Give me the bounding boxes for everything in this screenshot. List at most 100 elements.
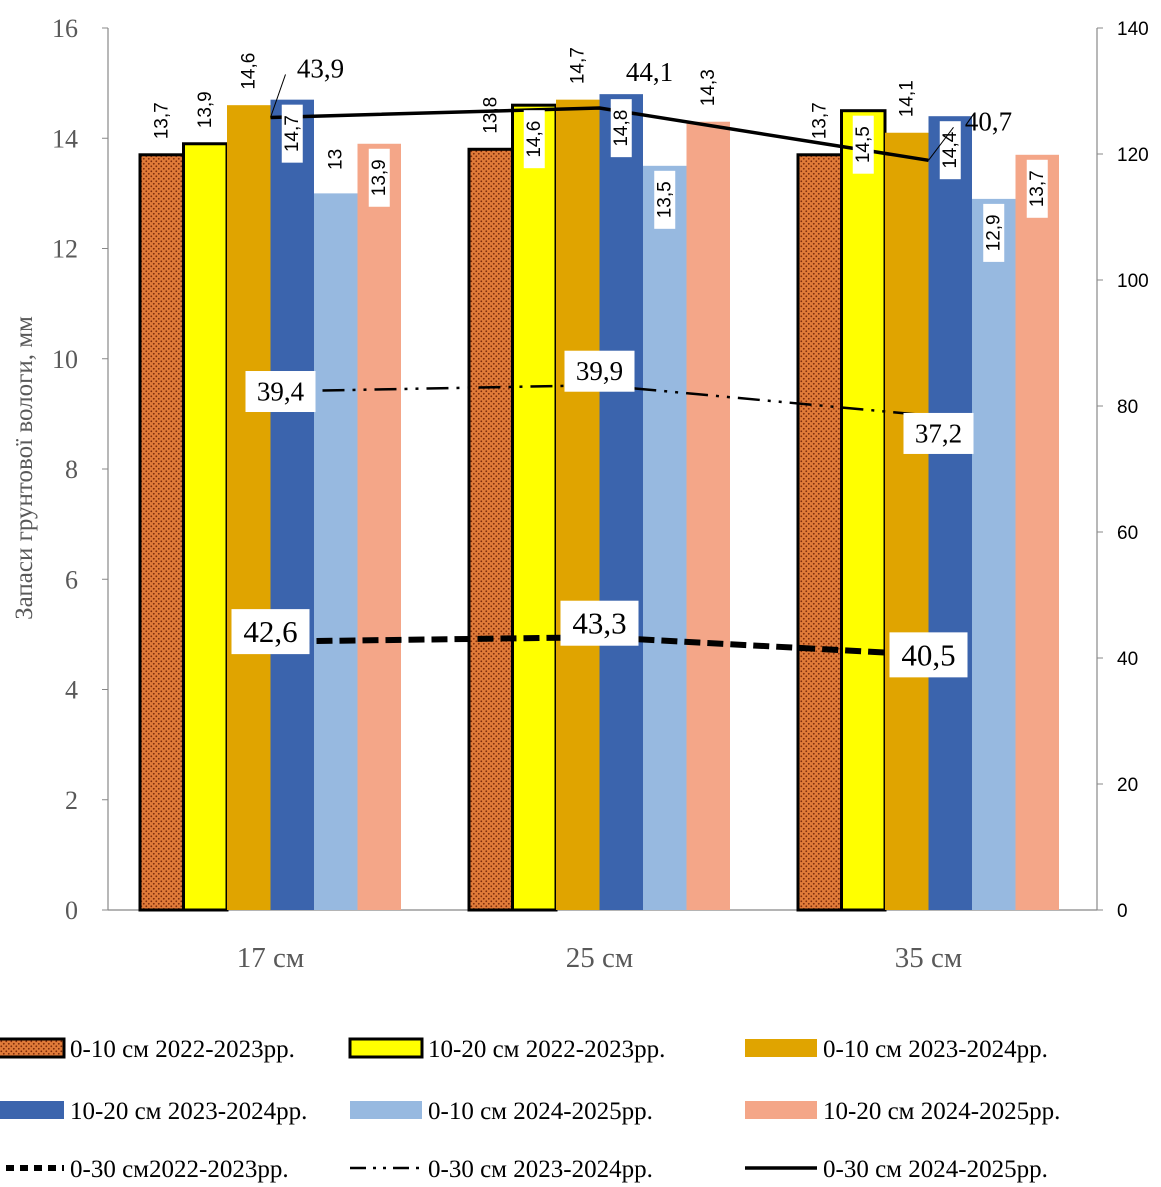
legend-label: 10-20 см 2024-2025рр. xyxy=(823,1098,1060,1125)
bar-data-label: 14,6 xyxy=(524,121,545,158)
bar-data-label: 14,7 xyxy=(282,115,303,152)
line-label-box xyxy=(903,412,974,454)
line-label-box xyxy=(231,609,310,655)
bar xyxy=(556,99,600,911)
bar xyxy=(138,153,185,912)
y2-tick-label: 80 xyxy=(1117,397,1138,418)
bar-label-box xyxy=(852,115,874,174)
leader-line xyxy=(270,74,286,118)
y2-tick-label: 100 xyxy=(1117,271,1149,292)
line-data-label: 40,7 xyxy=(965,106,1012,136)
bar-data-label: 14,7 xyxy=(567,47,588,84)
bar-data-label: 13 xyxy=(325,149,346,170)
bar-label-box xyxy=(368,148,390,207)
bar xyxy=(1015,154,1059,911)
line-data-label: 39,9 xyxy=(576,356,623,386)
axes: 0 2 4 6 8 10 12 14 16 0 20 40 60 80 100 120 140 17 см 25 с… xyxy=(52,14,1149,974)
bar-data-label: 13,7 xyxy=(809,102,830,139)
legend-swatch xyxy=(745,1101,817,1119)
y-tick-label: 4 xyxy=(65,676,78,705)
bar-data-label: 13,5 xyxy=(654,181,675,218)
y-tick-label: 14 xyxy=(52,124,78,153)
legend-label: 0-10 см 2024-2025рр. xyxy=(428,1098,653,1125)
x-tick-label: 25 см xyxy=(566,942,633,974)
line-label-box xyxy=(245,371,316,413)
bar xyxy=(357,143,401,910)
x-tick-label: 35 см xyxy=(895,942,962,974)
y2-tick-label: 120 xyxy=(1117,145,1149,166)
bar xyxy=(182,142,229,912)
bar-data-label: 13,8 xyxy=(480,97,501,134)
line-data-label: 43,9 xyxy=(297,53,344,83)
legend-label: 0-10 см 2022-2023рр. xyxy=(70,1036,295,1063)
line-data-label: 40,5 xyxy=(901,637,955,672)
bar-label-box xyxy=(610,99,632,158)
bar-data-label: 14,5 xyxy=(853,126,874,163)
bar-data-label: 14,3 xyxy=(698,69,719,106)
y2-tick-label: 140 xyxy=(1117,19,1149,40)
bar xyxy=(467,147,514,912)
x-tick-label: 17 см xyxy=(237,942,304,974)
y-tick-label: 2 xyxy=(65,786,78,815)
bar-data-label: 13,9 xyxy=(195,91,216,128)
bar xyxy=(643,165,687,910)
bar-label-box xyxy=(523,110,545,169)
legend-label: 0-30 см 2023-2024рр. xyxy=(428,1156,653,1183)
y-tick-label: 6 xyxy=(65,565,78,594)
legend-swatch xyxy=(348,1037,424,1059)
y-tick-label: 10 xyxy=(52,345,78,374)
bar-data-label: 14,1 xyxy=(896,80,917,117)
bar-data-label: 14,4 xyxy=(940,131,961,168)
legend-label: 0-30 см2022-2023рр. xyxy=(70,1156,289,1183)
line-data-label: 39,4 xyxy=(257,377,305,407)
bar xyxy=(599,94,643,910)
y2-tick-label: 0 xyxy=(1117,901,1128,922)
y-tick-label: 8 xyxy=(65,455,78,484)
y-tick-label: 12 xyxy=(52,235,78,264)
bar xyxy=(796,153,843,912)
y-axis-title: Запаси грунтової вологи, мм xyxy=(11,316,38,620)
bar-label-box xyxy=(983,203,1005,262)
line-data-label: 42,6 xyxy=(243,614,297,649)
bar xyxy=(972,198,1016,910)
line-label-box xyxy=(564,350,635,392)
bar-data-label: 14,8 xyxy=(611,110,632,147)
bar xyxy=(227,105,271,911)
bar-data-label: 14,6 xyxy=(238,53,259,90)
legend-swatch xyxy=(0,1101,64,1119)
bar xyxy=(270,99,314,911)
data-labels: 13,7 13,8 13,7 13,9 14,6 14,5 14,6 14,7 14,1 14,7… xyxy=(151,47,1048,678)
y-tick-label: 0 xyxy=(65,896,78,925)
legend-label: 0-30 см 2024-2025рр. xyxy=(823,1156,1048,1183)
line-data-label: 44,1 xyxy=(626,57,673,87)
bar xyxy=(928,116,972,910)
legend-label: 10-20 см 2023-2024рр. xyxy=(70,1098,307,1125)
y-tick-label: 16 xyxy=(52,14,78,43)
line-data-label: 43,3 xyxy=(572,606,626,641)
legend-label: 0-10 см 2023-2024рр. xyxy=(823,1036,1048,1063)
legend-swatch xyxy=(350,1101,422,1119)
leader-line xyxy=(928,126,954,161)
line-label-box xyxy=(560,600,639,646)
bar xyxy=(511,103,558,912)
bar xyxy=(686,121,730,910)
bar-label-box xyxy=(1026,159,1048,218)
bar-data-label: 12,9 xyxy=(983,214,1004,251)
y2-tick-label: 20 xyxy=(1117,775,1138,796)
legend-label: 10-20 см 2022-2023рр. xyxy=(428,1036,665,1063)
bar xyxy=(840,109,887,912)
y2-tick-label: 40 xyxy=(1117,649,1138,670)
bar-data-label: 13,9 xyxy=(369,159,390,196)
line-label-box xyxy=(889,632,968,678)
legend-swatch xyxy=(745,1039,817,1057)
bar-data-label: 13,7 xyxy=(1027,170,1048,207)
bar xyxy=(314,193,358,910)
bars xyxy=(138,94,1059,912)
bar xyxy=(885,132,929,911)
line-data-label: 37,2 xyxy=(915,418,962,448)
legend-swatch xyxy=(0,1037,66,1059)
y2-tick-label: 60 xyxy=(1117,523,1138,544)
line-series xyxy=(270,106,929,163)
bar-label-box xyxy=(654,170,676,229)
